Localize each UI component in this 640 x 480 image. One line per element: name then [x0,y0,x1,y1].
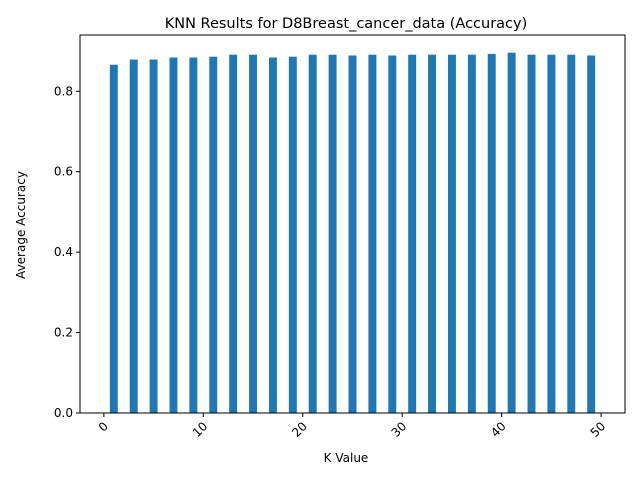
bar-k-29 [388,55,397,413]
bar-k-43 [527,54,536,413]
y-tick-label: 0.0 [54,406,73,420]
bars [109,52,596,414]
bar-k-41 [507,52,516,414]
plot-frame [79,34,626,414]
y-tick-label: 0.4 [54,245,73,259]
bar-k-21 [308,54,317,413]
bar-k-13 [229,54,238,413]
bar-k-15 [249,54,258,413]
y-axis-label: Average Accuracy [14,171,28,279]
x-axis-label: K Value [324,451,369,465]
bar-k-11 [209,56,218,413]
y-tick-label: 0.6 [54,165,73,179]
bar-k-35 [447,54,456,413]
y-tick-label: 0.2 [54,326,73,340]
bar-k-1 [109,64,118,413]
y-axis-ticks: 0.0 0.2 0.4 0.6 0.8 [54,84,80,420]
bar-k-47 [567,54,576,413]
bar-k-25 [348,55,357,413]
bar-k-3 [129,59,138,414]
bar-k-33 [428,54,437,413]
bar-k-37 [467,54,476,413]
bar-k-45 [547,54,556,413]
bar-k-27 [368,54,377,413]
bar-k-19 [288,56,297,413]
bar-k-39 [487,53,496,414]
bar-k-9 [189,57,198,413]
bar-k-5 [149,59,158,414]
bar-k-49 [587,55,596,413]
bar-k-31 [408,54,417,413]
y-tick-label: 0.8 [54,84,73,98]
bar-k-23 [328,54,337,413]
chart-title: KNN Results for D8Breast_cancer_data (Ac… [165,16,528,32]
bar-k-7 [169,57,178,413]
bar-k-17 [268,57,277,413]
